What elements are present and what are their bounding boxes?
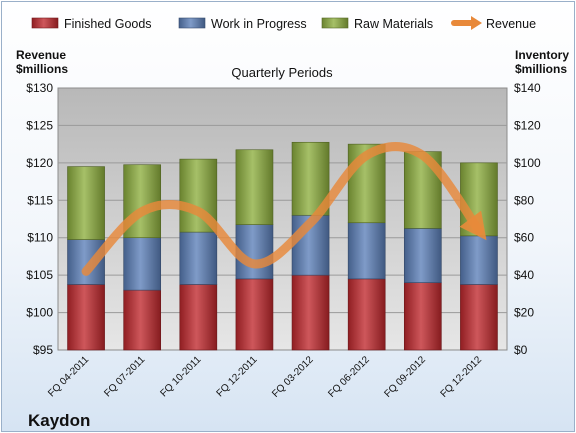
bar-work-in-progress	[179, 231, 218, 285]
legend-swatch	[178, 17, 206, 29]
bar-work-in-progress	[460, 235, 498, 285]
left-tick-label: $120	[26, 156, 53, 170]
legend-label: Raw Materials	[354, 17, 433, 31]
legend-item: Finished Goods	[31, 17, 152, 31]
left-tick-label: $115	[27, 193, 53, 207]
legend-item: Work in Progress	[178, 17, 307, 31]
left-tick-label: $105	[26, 268, 53, 282]
category-label: FQ 07-2011	[102, 354, 147, 399]
bar-finished-goods	[460, 284, 498, 351]
legend: Finished Goods Work in Progress Raw Materi…	[31, 16, 536, 31]
left-tick-label: $100	[26, 306, 53, 320]
bar-finished-goods	[235, 278, 274, 351]
right-tick-label: $20	[514, 306, 534, 320]
category-label: FQ 12-2012	[439, 354, 485, 400]
bar-finished-goods	[123, 289, 162, 351]
bar-work-in-progress	[403, 228, 442, 283]
legend-label: Finished Goods	[64, 17, 152, 31]
brand-label: Kaydon	[28, 411, 90, 430]
plot-title: Quarterly Periods	[231, 65, 333, 80]
bar-raw-materials	[67, 166, 105, 240]
category-label: FQ 10-2011	[158, 354, 203, 399]
plot-area	[57, 87, 508, 351]
right-tick-label: $120	[514, 118, 541, 132]
bar-finished-goods	[403, 282, 442, 351]
category-label: FQ 06-2012	[326, 354, 372, 400]
right-tick-label: $40	[514, 268, 534, 282]
left-tick-label: $125	[26, 118, 53, 132]
legend-label: Work in Progress	[211, 17, 307, 31]
right-tick-label: $60	[514, 231, 534, 245]
legend-swatch	[321, 17, 349, 29]
legend-label: Revenue	[486, 17, 536, 31]
left-axis-title-line1: Revenue	[16, 48, 66, 62]
left-axis: $95 $100 $105 $110 $115 $120 $125 $130	[26, 81, 53, 357]
bar-finished-goods	[67, 284, 105, 351]
bar-finished-goods	[291, 274, 330, 351]
bar-work-in-progress	[123, 237, 162, 291]
right-tick-label: $0	[514, 343, 528, 357]
right-axis-title-line2: $millions	[515, 62, 567, 76]
category-label: FQ 03-2012	[270, 354, 316, 400]
left-tick-label: $95	[33, 343, 53, 357]
bar-finished-goods	[347, 278, 386, 351]
left-axis-title-line2: $millions	[16, 62, 68, 76]
category-label: FQ 12-2011	[215, 354, 260, 399]
legend-item: Raw Materials	[321, 17, 433, 31]
legend-arrowhead-icon	[471, 16, 482, 30]
revenue-line	[81, 141, 487, 276]
right-axis-title-line1: Inventory	[515, 48, 569, 62]
bar-raw-materials	[235, 149, 274, 225]
x-axis: FQ 04-2011 FQ 07-2011 FQ 10-2011 FQ 12-2011…	[46, 354, 484, 400]
bar-raw-materials	[347, 143, 386, 224]
category-label: FQ 04-2011	[46, 354, 91, 399]
right-axis: $0 $20 $40 $60 $80 $100 $120 $140	[514, 81, 541, 357]
bar-work-in-progress	[347, 222, 386, 280]
legend-item: Revenue	[451, 16, 536, 31]
right-tick-label: $80	[514, 193, 534, 207]
right-tick-label: $140	[514, 81, 541, 95]
category-label: FQ 09-2012	[382, 354, 428, 400]
left-tick-label: $110	[27, 231, 53, 245]
bar-finished-goods	[179, 284, 218, 351]
left-tick-label: $130	[26, 81, 53, 95]
legend-swatch	[31, 17, 59, 29]
right-tick-label: $100	[514, 156, 541, 170]
